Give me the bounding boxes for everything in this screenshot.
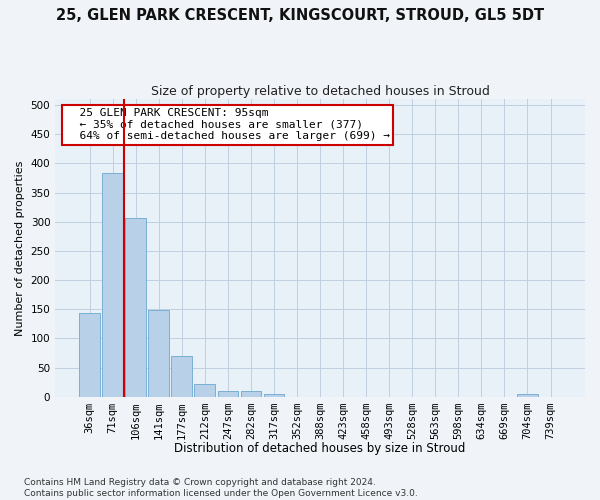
Bar (79, 314, 100, 397)
Bar (218, 391, 238, 397)
Bar (172, 356, 192, 397)
Bar (194, 384, 215, 397)
Y-axis label: Number of detached properties: Number of detached properties (15, 160, 25, 336)
Bar (241, 391, 262, 397)
Bar (517, 394, 538, 397)
Bar (148, 310, 169, 397)
Bar (125, 218, 146, 397)
Text: Contains HM Land Registry data © Crown copyright and database right 2024.
Contai: Contains HM Land Registry data © Crown c… (24, 478, 418, 498)
Bar (102, 172, 123, 397)
Title: Size of property relative to detached houses in Stroud: Size of property relative to detached ho… (151, 85, 490, 98)
Text: 25, GLEN PARK CRESCENT, KINGSCOURT, STROUD, GL5 5DT: 25, GLEN PARK CRESCENT, KINGSCOURT, STRO… (56, 8, 544, 22)
Text: 25 GLEN PARK CRESCENT: 95sqm
  ← 35% of detached houses are smaller (377)
  64% : 25 GLEN PARK CRESCENT: 95sqm ← 35% of de… (66, 108, 390, 142)
X-axis label: Distribution of detached houses by size in Stroud: Distribution of detached houses by size … (175, 442, 466, 455)
Bar (263, 394, 284, 397)
